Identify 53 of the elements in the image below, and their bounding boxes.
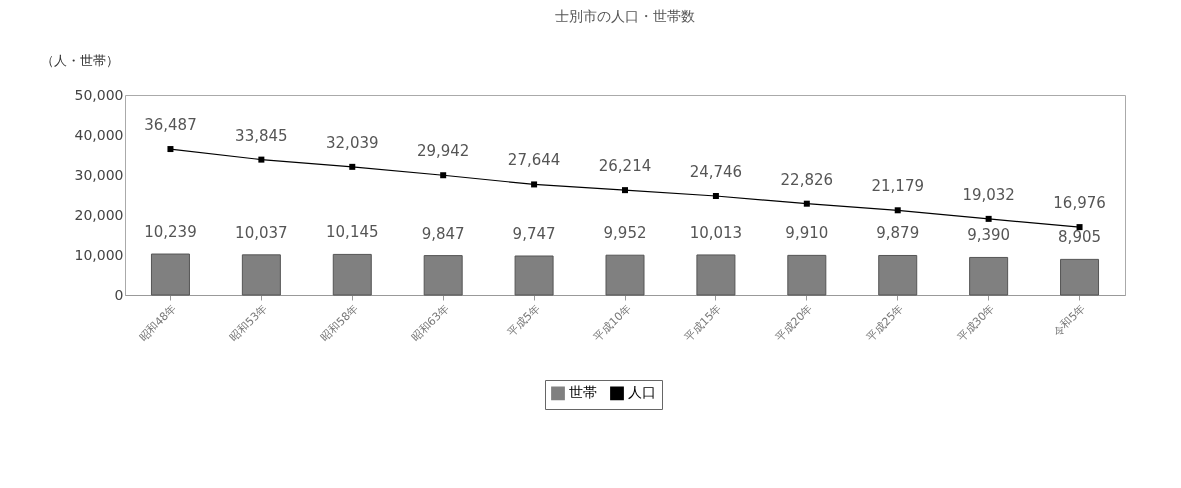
data-label: 10,239 [144,223,197,242]
x-tick-label: 平成25年 [863,301,907,345]
point [985,215,992,222]
x-tick-label: 平成20年 [772,301,816,345]
data-label: 36,487 [144,116,197,135]
x-tick-label: 昭和53年 [227,301,270,345]
data-label: 27,644 [507,151,561,170]
x-tick-label: 平成5年 [505,301,543,340]
point [349,163,356,170]
data-label: 24,746 [689,163,743,182]
data-label: 9,747 [512,225,556,244]
data-label: 10,145 [326,223,379,242]
point [622,187,628,194]
data-label: 8,905 [1058,228,1102,247]
point [712,193,719,200]
data-label: 16,976 [1053,194,1106,213]
x-tick-label: 令和5年 [1050,301,1089,340]
x-tick-label: 昭和58年 [318,301,361,345]
data-label: 10,013 [689,223,743,242]
data-label: 22,826 [780,170,834,189]
x-tick-label: 平成15年 [681,301,725,345]
point [258,156,265,163]
point [531,181,538,188]
data-label: 33,845 [235,126,288,145]
data-label: 19,032 [962,185,1015,204]
y-tick-label: 10,000 [74,246,124,263]
point [894,207,901,214]
data-label: 9,847 [421,224,465,243]
point [803,200,810,207]
data-label: 9,390 [967,226,1011,245]
data-label: 21,179 [871,177,924,196]
data-label: 10,037 [235,223,288,242]
data-label: 9,952 [603,224,647,243]
data-label: 29,942 [416,142,470,161]
y-tick-label: 20,000 [74,206,124,223]
point [440,172,447,179]
y-tick-label: 40,000 [74,126,124,143]
data-label: 9,879 [876,224,920,243]
legend-label: 人口 [628,384,656,401]
point [167,146,174,153]
data-label: 32,039 [326,133,379,152]
data-label: 9,910 [785,224,829,243]
x-tick-label: 昭和48年 [136,301,179,345]
x-tick-label: 平成30年 [954,301,998,345]
data-label: 26,214 [598,157,652,176]
x-tick-label: 平成10年 [591,301,634,345]
legend-label: 世帯 [569,384,597,401]
y-axis-title: （人・世帯） [40,52,119,68]
y-tick-label: 0 [114,286,124,303]
y-tick-label: 30,000 [74,166,124,183]
y-tick-label: 50,000 [74,86,124,103]
chart-title: 士別市の人口・世帯数 [555,8,695,24]
x-tick-label: 昭和63年 [409,301,452,345]
